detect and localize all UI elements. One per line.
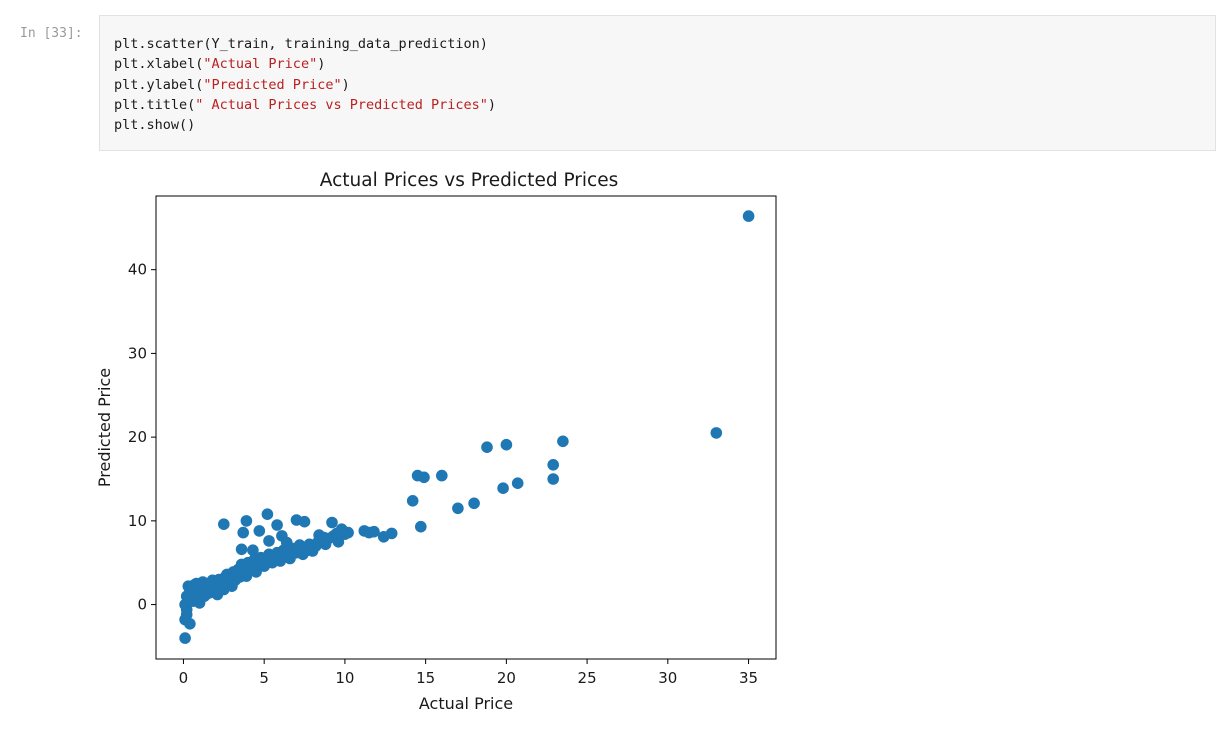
x-tick-label: 30 [658, 669, 677, 687]
scatter-point [481, 441, 493, 454]
scatter-point [235, 543, 248, 556]
scatter-point [557, 435, 569, 448]
scatter-point [261, 508, 274, 520]
scatter-point [547, 473, 559, 485]
y-tick-label: 40 [128, 261, 147, 279]
scatter-point [230, 568, 243, 581]
y-tick-label: 30 [128, 344, 147, 362]
scatter-point [415, 520, 427, 533]
scatter-point [547, 459, 559, 471]
scatter-point [221, 568, 233, 581]
scatter-point [468, 497, 480, 510]
scatter-point [263, 535, 275, 547]
scatter-point [710, 427, 723, 439]
scatter-point [406, 495, 419, 507]
x-tick-label: 25 [578, 669, 597, 687]
scatter-point [237, 526, 249, 539]
x-tick-label: 5 [259, 669, 269, 687]
x-tick-label: 35 [739, 669, 758, 687]
scatter-point [452, 502, 464, 515]
code-line: plt.scatter(Y_train, training_data_predi… [114, 36, 488, 52]
code-line: plt.show() [114, 117, 196, 134]
scatter-point [179, 632, 191, 644]
scatter-point [385, 527, 398, 540]
y-tick-label: 10 [128, 512, 147, 530]
code-line: plt.xlabel("Actual Price") [114, 56, 326, 73]
scatter-point [302, 544, 314, 556]
chart-title: Actual Prices vs Predicted Prices [320, 170, 618, 191]
y-axis: 0 10 20 30 40 [128, 261, 156, 614]
scatter-point [247, 544, 259, 556]
scatter-point [368, 525, 380, 538]
scatter-point [281, 536, 293, 549]
scatter-point [292, 542, 304, 555]
x-tick-label: 15 [416, 669, 435, 687]
x-tick-label: 20 [497, 669, 516, 687]
scatter-point [497, 482, 509, 495]
y-axis-label: Predicted Price [95, 368, 114, 487]
plot-area-frame [155, 195, 777, 660]
code-cell[interactable]: plt.scatter(Y_train, training_data_predi… [99, 15, 1216, 151]
scatter-point [742, 210, 755, 222]
scatter-point [218, 518, 230, 530]
scatter-point [205, 577, 217, 589]
scatter-point [243, 561, 256, 573]
scatter-point [326, 516, 338, 529]
scatter-point [240, 515, 253, 527]
scatter-point [214, 580, 227, 592]
x-axis: 0 5 10 15 20 25 30 35 [179, 659, 758, 687]
scatter-point [282, 546, 295, 558]
code-editor[interactable]: plt.scatter(Y_train, training_data_predi… [114, 34, 496, 135]
cell-output: Actual Prices vs Predicted Prices 0 5 10 15… [0, 152, 1227, 728]
scatter-chart: Actual Prices vs Predicted Prices 0 5 10 15… [95, 170, 777, 713]
x-tick-label: 10 [335, 669, 354, 687]
scatter-point [500, 438, 513, 451]
scatter-point [271, 519, 283, 531]
code-line: plt.title(" Actual Prices vs Predicted P… [114, 96, 497, 113]
y-tick-label: 0 [137, 596, 147, 614]
cell-prompt: In [33]: [20, 26, 83, 41]
x-axis-label: Actual Price [419, 694, 513, 713]
y-tick-label: 20 [128, 428, 147, 446]
scatter-point [253, 525, 266, 537]
scatter-point [184, 618, 196, 630]
scatter-point [511, 477, 524, 490]
scatter-point [298, 515, 311, 528]
x-tick-label: 0 [179, 669, 189, 687]
scatter-point [436, 469, 448, 482]
scatter-point [272, 551, 285, 564]
code-line: plt.ylabel("Predicted Price") [114, 76, 350, 93]
scatter-point [331, 527, 343, 540]
scatter-point [182, 591, 195, 603]
scatter-points [179, 210, 755, 644]
scatter-point [418, 471, 430, 484]
scatter-point [318, 531, 330, 544]
